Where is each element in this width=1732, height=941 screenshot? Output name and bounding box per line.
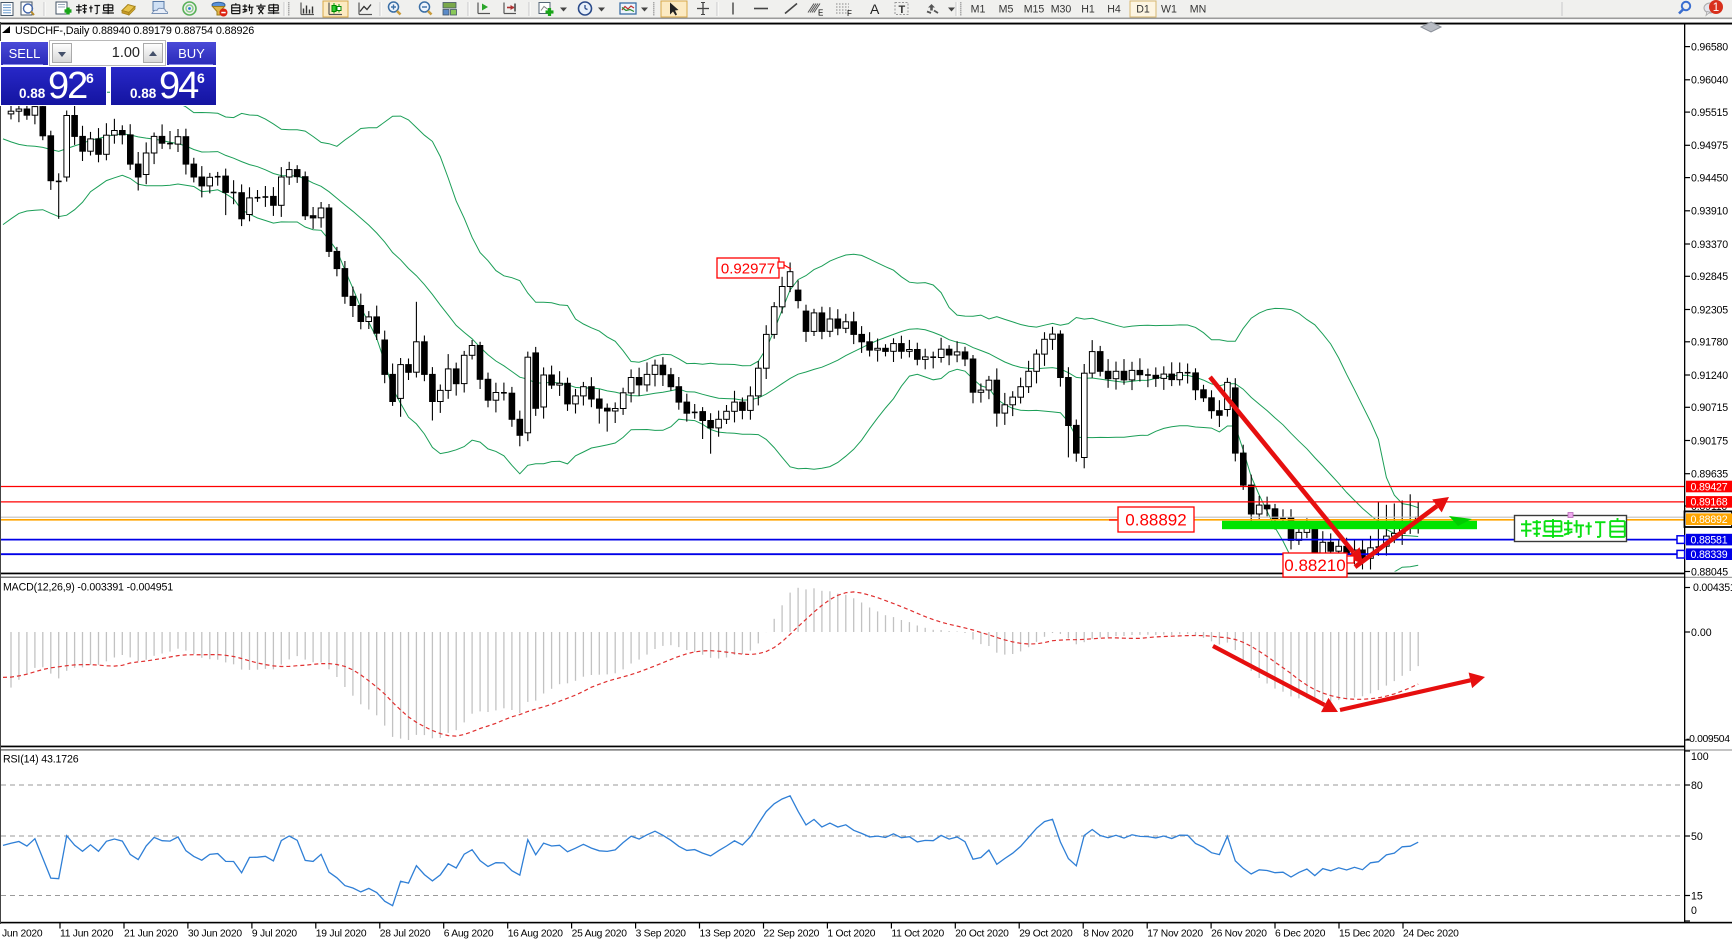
svg-text:-0.009504: -0.009504 bbox=[1686, 734, 1730, 745]
svg-text:26 Nov 2020: 26 Nov 2020 bbox=[1211, 929, 1267, 940]
svg-text:9 Jul 2020: 9 Jul 2020 bbox=[252, 929, 298, 940]
svg-text:29 Oct 2020: 29 Oct 2020 bbox=[1019, 929, 1073, 940]
svg-text:0.92977: 0.92977 bbox=[721, 260, 775, 277]
svg-text:0.00: 0.00 bbox=[1691, 627, 1712, 639]
svg-text:0.93370: 0.93370 bbox=[1691, 239, 1728, 251]
svg-text:0.88892: 0.88892 bbox=[1125, 511, 1186, 530]
svg-text:1 Oct 2020: 1 Oct 2020 bbox=[827, 929, 875, 940]
svg-text:100: 100 bbox=[1691, 751, 1709, 763]
svg-text:0.92845: 0.92845 bbox=[1691, 271, 1728, 283]
svg-text:17 Nov 2020: 17 Nov 2020 bbox=[1147, 929, 1203, 940]
svg-text:0.88045: 0.88045 bbox=[1691, 566, 1728, 578]
svg-text:0.88210: 0.88210 bbox=[1284, 556, 1345, 575]
svg-text:1: 1 bbox=[1713, 2, 1719, 14]
svg-text:MN: MN bbox=[1190, 4, 1206, 16]
svg-text:11 Oct 2020: 11 Oct 2020 bbox=[891, 929, 944, 940]
svg-text:30 Jun 2020: 30 Jun 2020 bbox=[188, 929, 242, 940]
svg-text:0.89427: 0.89427 bbox=[1691, 481, 1728, 493]
svg-text:H4: H4 bbox=[1107, 4, 1121, 16]
svg-text:8 Nov 2020: 8 Nov 2020 bbox=[1083, 929, 1134, 940]
svg-text:13 Sep 2020: 13 Sep 2020 bbox=[700, 929, 756, 940]
svg-text:Jun 2020: Jun 2020 bbox=[2, 929, 43, 940]
svg-text:20 Oct 2020: 20 Oct 2020 bbox=[955, 929, 1009, 940]
svg-text:80: 80 bbox=[1691, 780, 1703, 792]
svg-text:M1: M1 bbox=[971, 4, 986, 16]
svg-text:16 Aug 2020: 16 Aug 2020 bbox=[508, 929, 564, 940]
svg-text:D1: D1 bbox=[1136, 4, 1150, 16]
svg-text:F: F bbox=[847, 9, 852, 18]
svg-text:0.91780: 0.91780 bbox=[1691, 337, 1728, 349]
svg-text:0.90175: 0.90175 bbox=[1691, 435, 1728, 447]
svg-text:0.88892: 0.88892 bbox=[1691, 514, 1728, 526]
svg-text:0: 0 bbox=[1691, 905, 1697, 917]
svg-text:MACD(12,26,9) -0.003391 -0.004: MACD(12,26,9) -0.003391 -0.004951 bbox=[3, 582, 173, 594]
svg-text:11 Jun 2020: 11 Jun 2020 bbox=[60, 929, 114, 940]
svg-text:0.92305: 0.92305 bbox=[1691, 304, 1728, 316]
svg-text:0.93910: 0.93910 bbox=[1691, 206, 1728, 218]
svg-text:21 Jun 2020: 21 Jun 2020 bbox=[124, 929, 178, 940]
svg-text:0.91240: 0.91240 bbox=[1691, 370, 1728, 382]
svg-text:M30: M30 bbox=[1051, 4, 1072, 16]
svg-text:0.88339: 0.88339 bbox=[1691, 549, 1728, 561]
svg-text:15 Dec 2020: 15 Dec 2020 bbox=[1339, 929, 1395, 940]
svg-text:0.90715: 0.90715 bbox=[1691, 402, 1728, 414]
svg-text:15: 15 bbox=[1691, 890, 1703, 902]
svg-text:H1: H1 bbox=[1081, 4, 1095, 16]
svg-text:0.96580: 0.96580 bbox=[1691, 41, 1728, 53]
svg-text:25 Aug 2020: 25 Aug 2020 bbox=[572, 929, 628, 940]
svg-text:0.96040: 0.96040 bbox=[1691, 75, 1728, 87]
svg-text:M15: M15 bbox=[1024, 4, 1045, 16]
svg-text:0.89168: 0.89168 bbox=[1691, 497, 1728, 509]
svg-text:USDCHF-,Daily 0.88940 0.89179: USDCHF-,Daily 0.88940 0.89179 0.88754 0.… bbox=[15, 25, 254, 37]
svg-text:0.88581: 0.88581 bbox=[1691, 534, 1728, 546]
svg-text:0.94450: 0.94450 bbox=[1691, 172, 1728, 184]
svg-text:0.89635: 0.89635 bbox=[1691, 469, 1728, 481]
svg-text:28 Jul 2020: 28 Jul 2020 bbox=[380, 929, 431, 940]
svg-text:6 Aug 2020: 6 Aug 2020 bbox=[444, 929, 494, 940]
svg-text:A: A bbox=[870, 1, 880, 17]
svg-text:M5: M5 bbox=[999, 4, 1014, 16]
svg-text:3 Sep 2020: 3 Sep 2020 bbox=[636, 929, 687, 940]
svg-text:W1: W1 bbox=[1161, 4, 1177, 16]
svg-text:0.004351: 0.004351 bbox=[1693, 582, 1732, 594]
svg-text:0.94975: 0.94975 bbox=[1691, 140, 1728, 152]
svg-text:50: 50 bbox=[1691, 831, 1703, 843]
svg-text:0.95515: 0.95515 bbox=[1691, 107, 1728, 119]
svg-text:6 Dec 2020: 6 Dec 2020 bbox=[1275, 929, 1326, 940]
svg-text:T: T bbox=[899, 4, 906, 16]
svg-text:22 Sep 2020: 22 Sep 2020 bbox=[764, 929, 820, 940]
svg-text:RSI(14) 43.1726: RSI(14) 43.1726 bbox=[3, 754, 79, 766]
svg-text:E: E bbox=[818, 9, 823, 18]
svg-text:19 Jul 2020: 19 Jul 2020 bbox=[316, 929, 367, 940]
svg-text:24 Dec 2020: 24 Dec 2020 bbox=[1403, 929, 1459, 940]
